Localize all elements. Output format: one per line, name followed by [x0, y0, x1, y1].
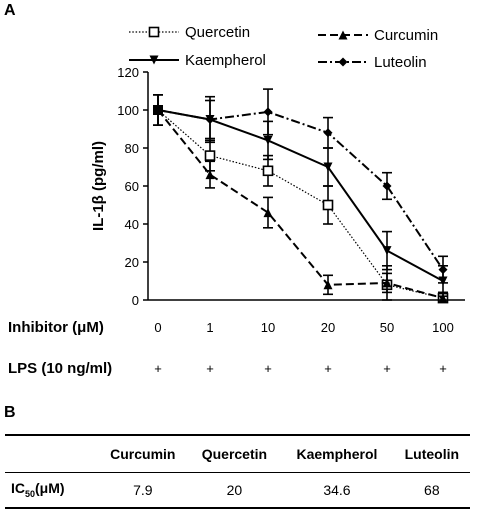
curcumin-data-point	[205, 170, 215, 180]
curcumin-series-line	[157, 109, 444, 300]
lps-plus-label: +	[439, 361, 447, 376]
y-tick-label: 0	[132, 293, 139, 308]
kaempherol-legend-label: Kaempherol	[185, 52, 266, 69]
panel-a-label: A	[4, 2, 16, 19]
luteolin-legend-marker	[338, 57, 348, 67]
kaempherol-legend-marker	[149, 55, 159, 65]
column-header: Luteolin	[404, 445, 460, 462]
luteolin-series-line	[157, 109, 444, 271]
curcumin-data-point	[263, 208, 273, 218]
ic50-label-sub: 50	[25, 489, 36, 500]
ic50-table-section: Curcumin Quercetin Kaempherol Luteolin I…	[5, 434, 470, 509]
column-header: Quercetin	[201, 445, 268, 462]
quercetin-data-point	[204, 150, 216, 161]
panel-b-label: B	[4, 404, 16, 421]
lps-plus-label: +	[383, 361, 391, 376]
luteolin-data-point	[205, 115, 215, 124]
table-cell: 68	[424, 481, 440, 498]
quercetin-data-point	[322, 199, 334, 211]
curcumin-data-point	[382, 278, 392, 288]
column-header: Kaempherol	[296, 445, 378, 462]
x-tick-label: 100	[432, 320, 454, 335]
ic50-table: Curcumin Quercetin Kaempherol Luteolin I…	[5, 434, 470, 509]
ic50-label-main: IC	[11, 480, 25, 497]
kaempherol-data-point	[382, 246, 392, 256]
ic50-row-label: IC50(μM)	[5, 472, 97, 508]
inhibitor-row-label: Inhibitor (μM)	[8, 319, 104, 336]
y-tick-label: 40	[125, 217, 139, 232]
y-tick-label: 60	[125, 179, 139, 194]
luteolin-legend-label: Luteolin	[374, 54, 427, 71]
lps-plus-label: +	[206, 361, 214, 376]
curcumin-legend-marker	[338, 30, 348, 40]
x-tick-label: 50	[380, 320, 394, 335]
lps-plus-label: +	[264, 361, 272, 376]
x-tick-label: 0	[154, 320, 161, 335]
control-data-point	[153, 105, 163, 115]
lps-row-label: LPS (10 ng/ml)	[8, 360, 112, 377]
table-corner	[5, 435, 97, 472]
quercetin-series-line	[157, 109, 444, 299]
luteolin-data-point	[263, 107, 273, 117]
quercetin-data-point	[262, 165, 274, 177]
column-header: Curcumin	[110, 445, 176, 462]
quercetin-legend-marker	[148, 26, 160, 38]
curcumin-data-point	[438, 293, 448, 303]
y-tick-label: 120	[117, 65, 139, 80]
y-axis-label: IL-1β (pg/ml)	[90, 141, 107, 231]
lps-plus-label: +	[154, 361, 162, 376]
kaempherol-data-point	[323, 162, 333, 172]
table-cell: 20	[226, 481, 243, 498]
quercetin-legend-label: Quercetin	[185, 24, 250, 41]
y-tick-label: 100	[117, 103, 139, 118]
x-tick-label: 1	[206, 320, 213, 335]
luteolin-data-point	[323, 128, 333, 138]
x-tick-label: 20	[321, 320, 335, 335]
table-cell: 7.9	[133, 481, 153, 498]
y-tick-label: 20	[125, 255, 139, 270]
lps-plus-label: +	[324, 361, 332, 376]
curcumin-legend-label: Curcumin	[374, 27, 438, 44]
table-header-row: Curcumin Quercetin Kaempherol Luteolin	[5, 435, 470, 472]
x-tick-label: 10	[261, 320, 275, 335]
curcumin-data-point	[323, 280, 333, 290]
luteolin-data-point	[382, 181, 392, 191]
luteolin-data-point	[438, 265, 448, 275]
ic50-label-unit: (μM)	[35, 480, 65, 497]
y-tick-label: 80	[125, 141, 139, 156]
kaempherol-series-line	[157, 109, 444, 282]
table-row: IC50(μM) 7.9 20 34.6 68	[5, 472, 470, 508]
kaempherol-data-point	[263, 135, 273, 145]
table-cell: 34.6	[323, 481, 351, 498]
